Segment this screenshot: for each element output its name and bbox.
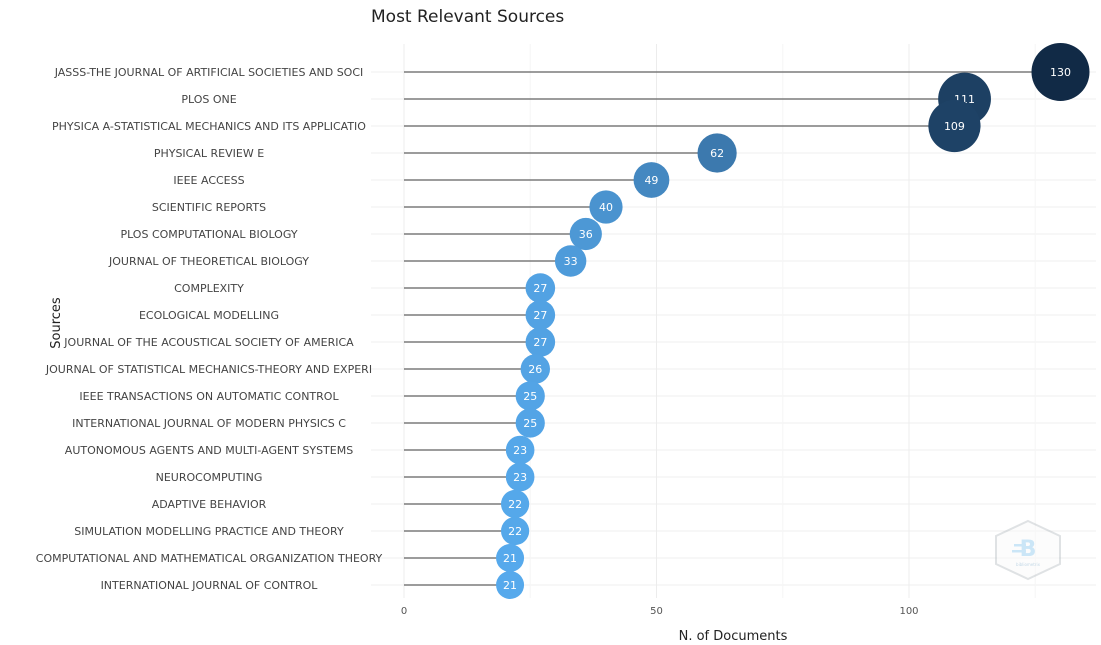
data-label: 26 [528,363,542,376]
data-label: 36 [579,228,593,241]
data-point [515,381,545,411]
y-tick-label: PLOS COMPUTATIONAL BIOLOGY [120,228,297,241]
y-tick-label: COMPUTATIONAL AND MATHEMATICAL ORGANIZAT… [36,552,383,565]
y-tick-label: JOURNAL OF STATISTICAL MECHANICS-THEORY … [45,363,372,376]
x-axis-ticks: 0 50 100 [401,606,919,617]
data-point [633,162,670,198]
data-label: 25 [523,390,537,403]
data-point [496,571,525,599]
y-tick-label: SIMULATION MODELLING PRACTICE AND THEORY [74,525,344,538]
data-label: 130 [1050,66,1071,79]
y-tick-label: NEUROCOMPUTING [156,471,263,484]
data-label: 40 [599,201,613,214]
category-labels: JASSS-THE JOURNAL OF ARTIFICIAL SOCIETIE… [36,66,383,592]
data-point [697,133,737,173]
data-label: 27 [533,282,547,295]
y-tick-label: AUTONOMOUS AGENTS AND MULTI-AGENT SYSTEM… [65,444,353,457]
x-tick-label: 0 [401,606,407,617]
y-tick-label: INTERNATIONAL JOURNAL OF MODERN PHYSICS … [72,417,346,430]
y-tick-label: JOURNAL OF THE ACOUSTICAL SOCIETY OF AME… [63,336,354,349]
y-tick-label: PHYSICA A-STATISTICAL MECHANICS AND ITS … [52,120,366,133]
y-tick-label: JASSS-THE JOURNAL OF ARTIFICIAL SOCIETIE… [54,66,364,79]
y-tick-label: ECOLOGICAL MODELLING [139,309,279,322]
data-label: 25 [523,417,537,430]
data-point [525,327,556,357]
data-label: 22 [508,498,522,511]
y-axis-title: Sources [49,297,64,349]
y-tick-label: JOURNAL OF THEORETICAL BIOLOGY [108,255,309,268]
data-point [1031,43,1090,101]
y-tick-label: COMPLEXITY [174,282,244,295]
y-tick-label: SCIENTIFIC REPORTS [152,201,266,214]
data-point [496,544,525,572]
svg-text:B: B [1020,537,1037,562]
data-point [515,408,545,438]
data-label: 27 [533,309,547,322]
chart-title: Most Relevant Sources [371,7,564,27]
data-label: 62 [710,147,724,160]
data-point [505,462,535,492]
data-point [554,245,587,277]
y-tick-label: ADAPTIVE BEHAVIOR [152,498,267,511]
y-tick-label: IEEE TRANSACTIONS ON AUTOMATIC CONTROL [79,390,339,403]
data-label: 22 [508,525,522,538]
bibliometrix-logo: B bibliometrix [995,519,1061,581]
data-point [569,217,602,251]
data-point [505,435,535,465]
data-point [500,516,530,546]
data-point [589,190,623,224]
data-label: 33 [564,255,578,268]
data-point [928,99,981,153]
grid [371,44,1096,598]
data-point [520,354,550,384]
y-tick-label: IEEE ACCESS [173,174,244,187]
data-point [500,489,530,519]
svg-text:bibliometrix: bibliometrix [1016,562,1041,567]
data-label: 23 [513,471,527,484]
data-point [525,300,556,330]
y-tick-label: INTERNATIONAL JOURNAL OF CONTROL [101,579,319,592]
data-label: 23 [513,444,527,457]
x-tick-label: 50 [650,606,663,617]
plot-area: 1301111096249403633272727262525232322222… [404,43,1090,599]
x-axis-title: N. of Documents [679,629,788,644]
data-label: 21 [503,579,517,592]
x-tick-label: 100 [899,606,918,617]
y-tick-label: PLOS ONE [181,93,236,106]
data-label: 109 [944,120,965,133]
data-point [525,273,556,303]
data-label: 21 [503,552,517,565]
data-label: 49 [644,174,658,187]
data-label: 27 [533,336,547,349]
y-tick-label: PHYSICAL REVIEW E [154,147,264,160]
